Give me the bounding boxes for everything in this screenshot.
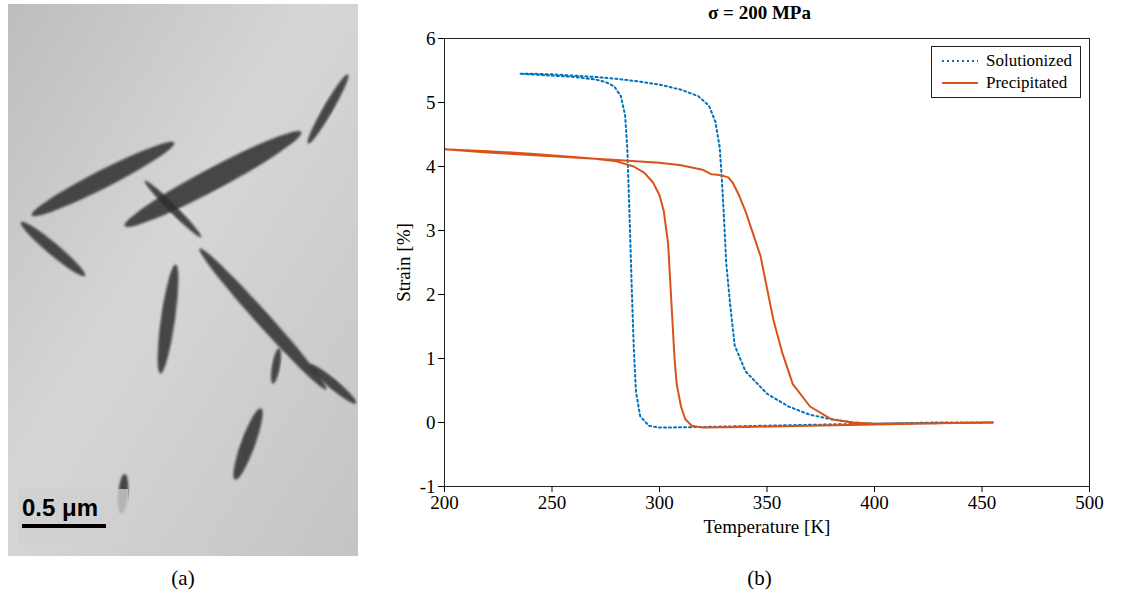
svg-text:4: 4	[426, 156, 436, 177]
html-text:Precipitated: Precipitated	[986, 73, 1068, 92]
svg-text:350: 350	[753, 492, 782, 513]
svg-text:0.5 μm: 0.5 μm	[22, 494, 98, 521]
svg-text:200: 200	[430, 492, 459, 513]
html-text:(a): (a)	[171, 566, 195, 590]
svg-text:6: 6	[426, 28, 436, 49]
svg-text:250: 250	[538, 492, 567, 513]
svg-text:-1: -1	[420, 476, 436, 497]
html-text:σ = 200 MPa: σ = 200 MPa	[708, 2, 811, 23]
svg-text:2: 2	[426, 284, 436, 305]
svg-text:3: 3	[426, 220, 436, 241]
svg-text:0: 0	[426, 412, 436, 433]
svg-text:Temperature [K]: Temperature [K]	[704, 516, 831, 537]
html-text:Solutionized: Solutionized	[986, 51, 1072, 70]
svg-text:1: 1	[426, 348, 436, 369]
html-text:(b): (b)	[747, 566, 772, 590]
svg-text:500: 500	[1075, 492, 1104, 513]
svg-text:400: 400	[860, 492, 889, 513]
svg-text:450: 450	[968, 492, 997, 513]
svg-text:300: 300	[645, 492, 674, 513]
svg-text:Strain [%]: Strain [%]	[393, 223, 414, 302]
svg-text:5: 5	[426, 92, 436, 113]
